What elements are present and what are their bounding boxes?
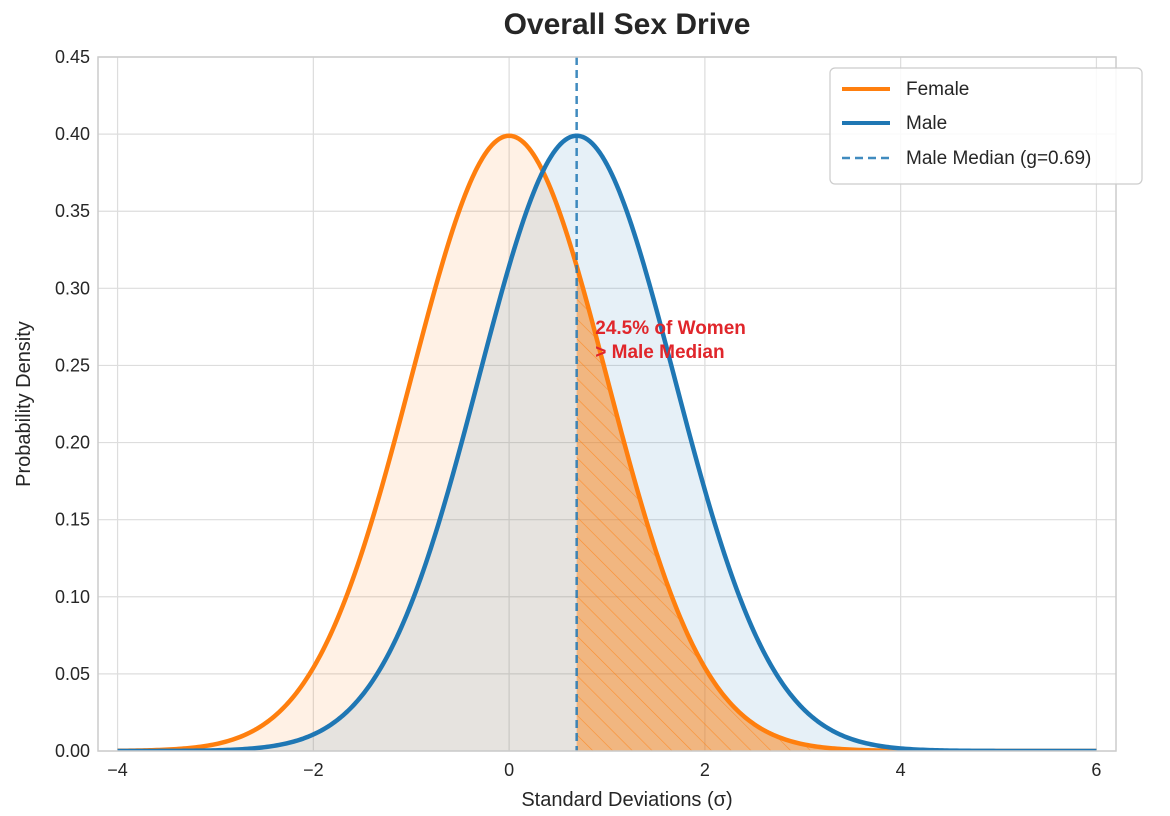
legend: Female Male Male Median (g=0.69)	[829, 67, 1143, 185]
chart-title: Overall Sex Drive	[504, 8, 751, 41]
legend-box	[829, 67, 1143, 185]
x-axis-label: Standard Deviations (σ)	[521, 789, 732, 811]
annotation: 24.5% of Women > Male Median	[595, 318, 746, 363]
x-tick-label: 0	[504, 760, 514, 780]
y-tick-label: 0.05	[55, 664, 90, 684]
female-tail-hatch	[576, 266, 1097, 751]
y-tick-label: 0.15	[55, 510, 90, 530]
x-tick-label: −2	[303, 760, 324, 780]
x-tick-label: 4	[896, 760, 906, 780]
x-tick-label: −4	[107, 760, 128, 780]
y-tick-label: 0.00	[55, 741, 90, 761]
x-tick-label: 6	[1091, 760, 1101, 780]
legend-label-median: Male Median (g=0.69)	[906, 148, 1091, 169]
fills	[117, 135, 1097, 751]
male-curve	[117, 133, 1097, 751]
x-tick-label: 2	[700, 760, 710, 780]
y-tick-label: 0.40	[55, 124, 90, 144]
y-tick-label: 0.10	[55, 587, 90, 607]
annotation-line-2: > Male Median	[595, 342, 724, 363]
y-tick-label: 0.25	[55, 355, 90, 375]
y-tick-label: 0.35	[55, 201, 90, 221]
legend-label-female: Female	[906, 79, 969, 100]
ticks: −4 −2 0 2 4 6 0.00 0.05 0.10 0.15 0.20 0.25 0.30 0.35…	[55, 47, 1101, 780]
annotation-line-1: 24.5% of Women	[595, 318, 746, 339]
legend-label-male: Male	[906, 113, 947, 134]
y-tick-label: 0.20	[55, 433, 90, 453]
plot-frame	[97, 56, 1117, 752]
y-tick-label: 0.30	[55, 278, 90, 298]
y-tick-label: 0.45	[55, 47, 90, 67]
y-axis-label: Probability Density	[13, 321, 35, 487]
